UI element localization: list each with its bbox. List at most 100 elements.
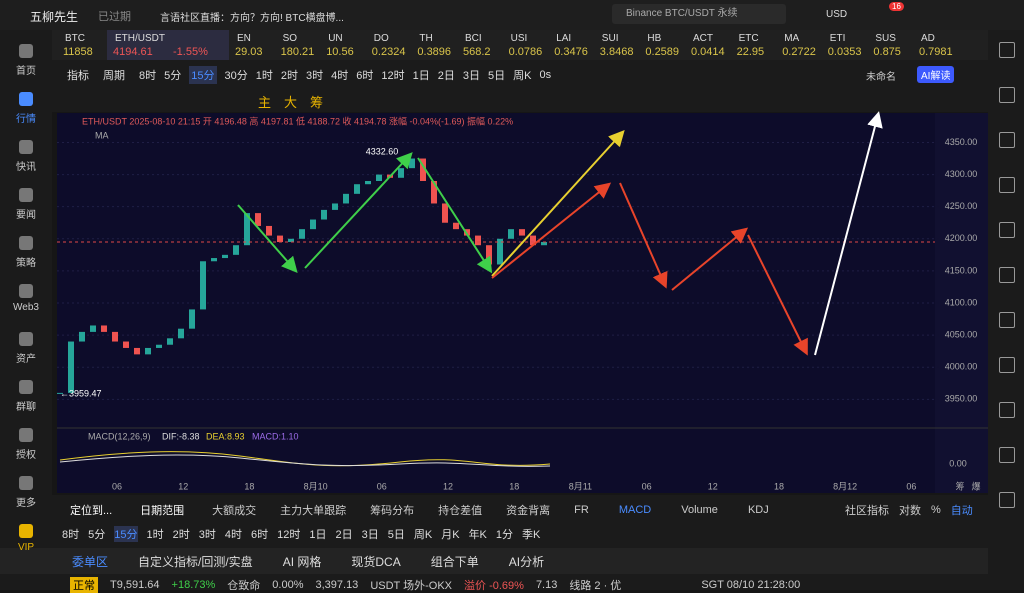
- ticker[interactable]: TH 0.3896: [411, 30, 457, 60]
- toolbar-item[interactable]: 6时: [356, 70, 374, 82]
- nav-label[interactable]: Web3: [13, 302, 39, 313]
- period-item[interactable]: 15分: [114, 526, 138, 542]
- toolbar-item[interactable]: 0s: [539, 69, 552, 81]
- ticker[interactable]: EN 29.03: [229, 30, 275, 60]
- chart-option[interactable]: 对数: [899, 505, 921, 517]
- nav-label[interactable]: 授权: [16, 450, 36, 461]
- nav-label[interactable]: 更多: [16, 498, 36, 509]
- nav-label[interactable]: 首页: [16, 66, 36, 77]
- toolbar-item[interactable]: 15分: [189, 66, 217, 84]
- toolbar-item[interactable]: 3日: [462, 70, 480, 82]
- toolbar-item[interactable]: 1时: [255, 70, 273, 82]
- ticker-price: 0.7981: [919, 46, 953, 58]
- toolbar-item[interactable]: 2日: [437, 70, 455, 82]
- ticker[interactable]: UN 10.56: [320, 30, 366, 60]
- toolbar-item[interactable]: 周期: [103, 70, 125, 82]
- toolbar-item[interactable]: 12时: [381, 70, 405, 82]
- toolbar-item[interactable]: 5分: [164, 70, 182, 82]
- period-item[interactable]: 季K: [522, 529, 541, 541]
- bottom-tab[interactable]: 组合下单: [430, 554, 479, 569]
- ticker[interactable]: USI 0.0786: [503, 30, 549, 60]
- period-item[interactable]: 2时: [172, 529, 190, 541]
- ticker-price: 4194.61: [113, 46, 153, 58]
- toolbar-item[interactable]: 8时: [139, 70, 157, 82]
- period-item[interactable]: 6时: [251, 529, 269, 541]
- draw-tool[interactable]: 主: [258, 95, 272, 110]
- ticker[interactable]: SUS 0.875: [867, 30, 913, 60]
- period-item[interactable]: 5分: [88, 529, 106, 541]
- period-item[interactable]: 月K: [441, 529, 460, 541]
- signal-line: [59, 454, 551, 467]
- toolbar-item[interactable]: 2时: [280, 70, 298, 82]
- toolbar-item[interactable]: 5日: [488, 70, 506, 82]
- period-item[interactable]: 8时: [62, 529, 80, 541]
- period-item[interactable]: 1时: [146, 529, 164, 541]
- period-item[interactable]: 4时: [224, 529, 242, 541]
- ticker[interactable]: ACT 0.0414: [685, 30, 731, 60]
- toolbar-item[interactable]: 指标: [67, 70, 89, 82]
- ticker[interactable]: ETI 0.0353: [822, 30, 868, 60]
- ticker[interactable]: DO 0.2324: [366, 30, 412, 60]
- ticker[interactable]: AD 0.7981: [913, 30, 959, 60]
- period-item[interactable]: 年K: [468, 529, 487, 541]
- period-item[interactable]: 周K: [413, 529, 433, 541]
- nav-label[interactable]: 行情: [16, 114, 36, 125]
- indicator-tab[interactable]: 资金背离: [506, 505, 551, 517]
- nav-label[interactable]: 要闻: [16, 210, 36, 221]
- chart-option[interactable]: %: [931, 504, 941, 516]
- draw-tool[interactable]: 筹: [310, 95, 324, 110]
- ticker[interactable]: SO 180.21: [275, 30, 321, 60]
- bottom-tab[interactable]: 自定义指标/回测/实盘: [138, 554, 253, 569]
- chart-option[interactable]: 社区指标: [845, 505, 889, 517]
- period-item[interactable]: 5日: [387, 529, 405, 541]
- ticker[interactable]: SUI 3.8468: [594, 30, 640, 60]
- currency[interactable]: USD: [826, 9, 848, 20]
- period-item[interactable]: 3日: [361, 529, 379, 541]
- ticker[interactable]: ETH/USDT 4194.61 -1.55%: [107, 30, 229, 60]
- nav-label[interactable]: 快讯: [16, 162, 36, 173]
- bottom-tab[interactable]: AI分析: [508, 554, 545, 569]
- nav-label[interactable]: 策略: [16, 258, 36, 269]
- bottom-tab[interactable]: 现货DCA: [351, 554, 401, 569]
- period-item[interactable]: 3时: [198, 529, 216, 541]
- indicator-tab[interactable]: 筹码分布: [370, 505, 415, 517]
- toolbar-item[interactable]: 1日: [412, 70, 430, 82]
- indicator-tab[interactable]: FR: [574, 504, 589, 516]
- ai-button[interactable]: AI解读: [917, 66, 955, 83]
- toolbar-item[interactable]: 3时: [306, 70, 324, 82]
- candle: [244, 213, 250, 246]
- ticker[interactable]: BTC 11858: [57, 30, 107, 60]
- toolbar-item[interactable]: 30分: [224, 70, 248, 82]
- search-box[interactable]: Binance BTC/USDT 永续: [612, 4, 786, 24]
- indicator-tab[interactable]: KDJ: [747, 504, 769, 516]
- indicator-tab[interactable]: 主力大单跟踪: [280, 505, 347, 517]
- bottom-tab[interactable]: AI 网格: [282, 554, 322, 569]
- arrow: [491, 182, 612, 279]
- period-item[interactable]: 2日: [335, 529, 353, 541]
- ticker[interactable]: HB 0.2589: [639, 30, 685, 60]
- nav-label[interactable]: 群聊: [16, 402, 36, 413]
- indicator-tab[interactable]: Volume: [681, 504, 718, 516]
- bottom-area: [0, 495, 988, 590]
- ticker[interactable]: ETC 22.95: [731, 30, 777, 60]
- indicator-tab[interactable]: 持仓差值: [438, 505, 483, 517]
- draw-tool[interactable]: 大: [284, 95, 298, 110]
- ticker[interactable]: BCI 568.2: [457, 30, 503, 60]
- arrow: [491, 130, 625, 277]
- nav-label[interactable]: VIP: [17, 542, 35, 553]
- period-item[interactable]: 1分: [495, 529, 514, 541]
- chart-option[interactable]: 自动: [950, 505, 973, 517]
- toolbar-item[interactable]: 周K: [513, 70, 532, 82]
- toolbar-item[interactable]: 4时: [331, 70, 349, 82]
- ticker[interactable]: LAI 0.3476: [548, 30, 594, 60]
- period-item[interactable]: 12时: [277, 529, 301, 541]
- indicator-tab[interactable]: 定位到...: [70, 505, 113, 517]
- bottom-tab[interactable]: 委单区: [72, 554, 109, 569]
- indicator-tab[interactable]: 日期范围: [140, 505, 185, 517]
- indicator-tab[interactable]: 大额成交: [212, 505, 257, 517]
- period-item[interactable]: 1日: [309, 529, 327, 541]
- ma-label: MA: [95, 130, 109, 140]
- indicator-tab[interactable]: MACD: [618, 504, 652, 516]
- nav-label[interactable]: 资产: [16, 354, 36, 365]
- ticker[interactable]: MA 0.2722: [776, 30, 822, 60]
